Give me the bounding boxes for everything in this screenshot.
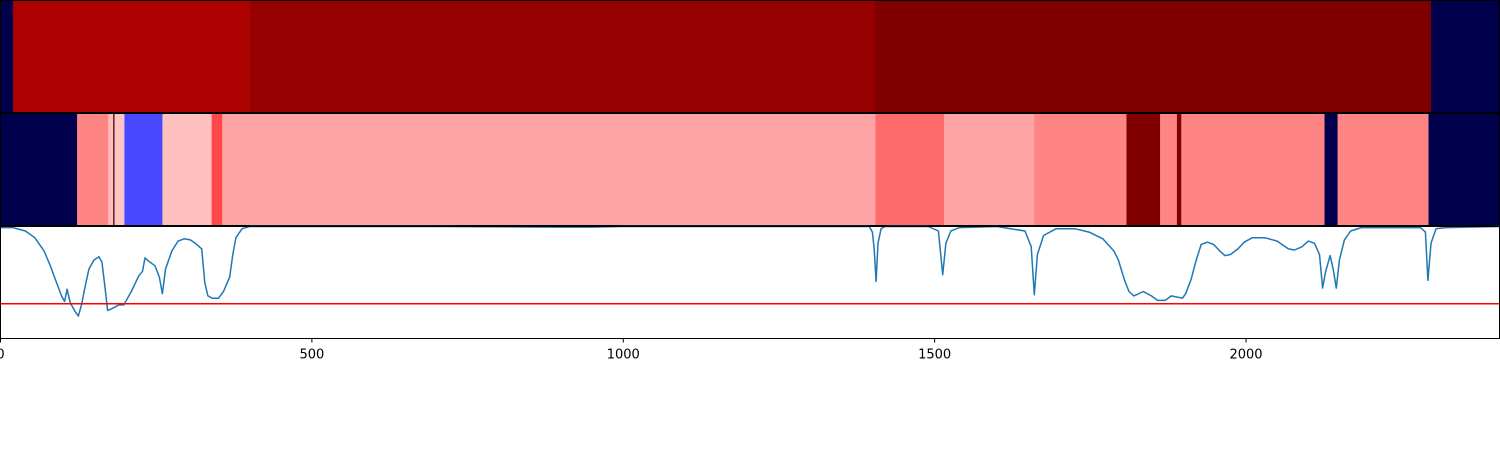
middle-band-segment-13 <box>1160 113 1178 226</box>
middle-band-segment-15 <box>1181 113 1325 226</box>
x-tick-label: 1000 <box>607 348 640 363</box>
middle-band-segment-18 <box>1428 113 1500 226</box>
top-band-segment-1 <box>12 0 250 113</box>
x-tick-label: 0 <box>0 348 5 363</box>
middle-band-segment-0 <box>0 113 78 226</box>
top-band <box>0 0 1500 113</box>
middle-band-segment-17 <box>1337 113 1429 226</box>
middle-band-segment-1 <box>77 113 109 226</box>
top-band-segment-0 <box>0 0 14 113</box>
middle-band-segment-8 <box>222 113 876 226</box>
middle-band <box>0 113 1500 226</box>
x-tick-label: 2000 <box>1229 348 1262 363</box>
line-panel <box>0 225 1500 317</box>
series-line <box>0 225 1500 317</box>
middle-band-segment-9 <box>875 113 945 226</box>
middle-band-segment-10 <box>943 113 1035 226</box>
middle-band-segment-7 <box>211 113 223 226</box>
middle-band-segment-16 <box>1324 113 1338 226</box>
middle-band-segment-14 <box>1176 113 1182 226</box>
middle-band-segment-12 <box>1126 113 1161 226</box>
x-tick-label: 1500 <box>918 348 951 363</box>
middle-band-segment-4 <box>114 113 125 226</box>
x-axis: 0 500 1000 1500 2000 <box>0 338 1263 363</box>
middle-band-segment-3 <box>113 113 115 226</box>
top-band-segment-4 <box>1430 0 1500 113</box>
middle-band-segment-5 <box>124 113 163 226</box>
top-band-segment-3 <box>875 0 1432 113</box>
middle-band-segment-2 <box>108 113 114 226</box>
middle-band-segment-6 <box>162 113 212 226</box>
line-panel-frame <box>0 226 1500 339</box>
x-tick-label: 500 <box>299 348 324 363</box>
top-band-segment-2 <box>249 0 876 113</box>
middle-band-segment-11 <box>1034 113 1127 226</box>
